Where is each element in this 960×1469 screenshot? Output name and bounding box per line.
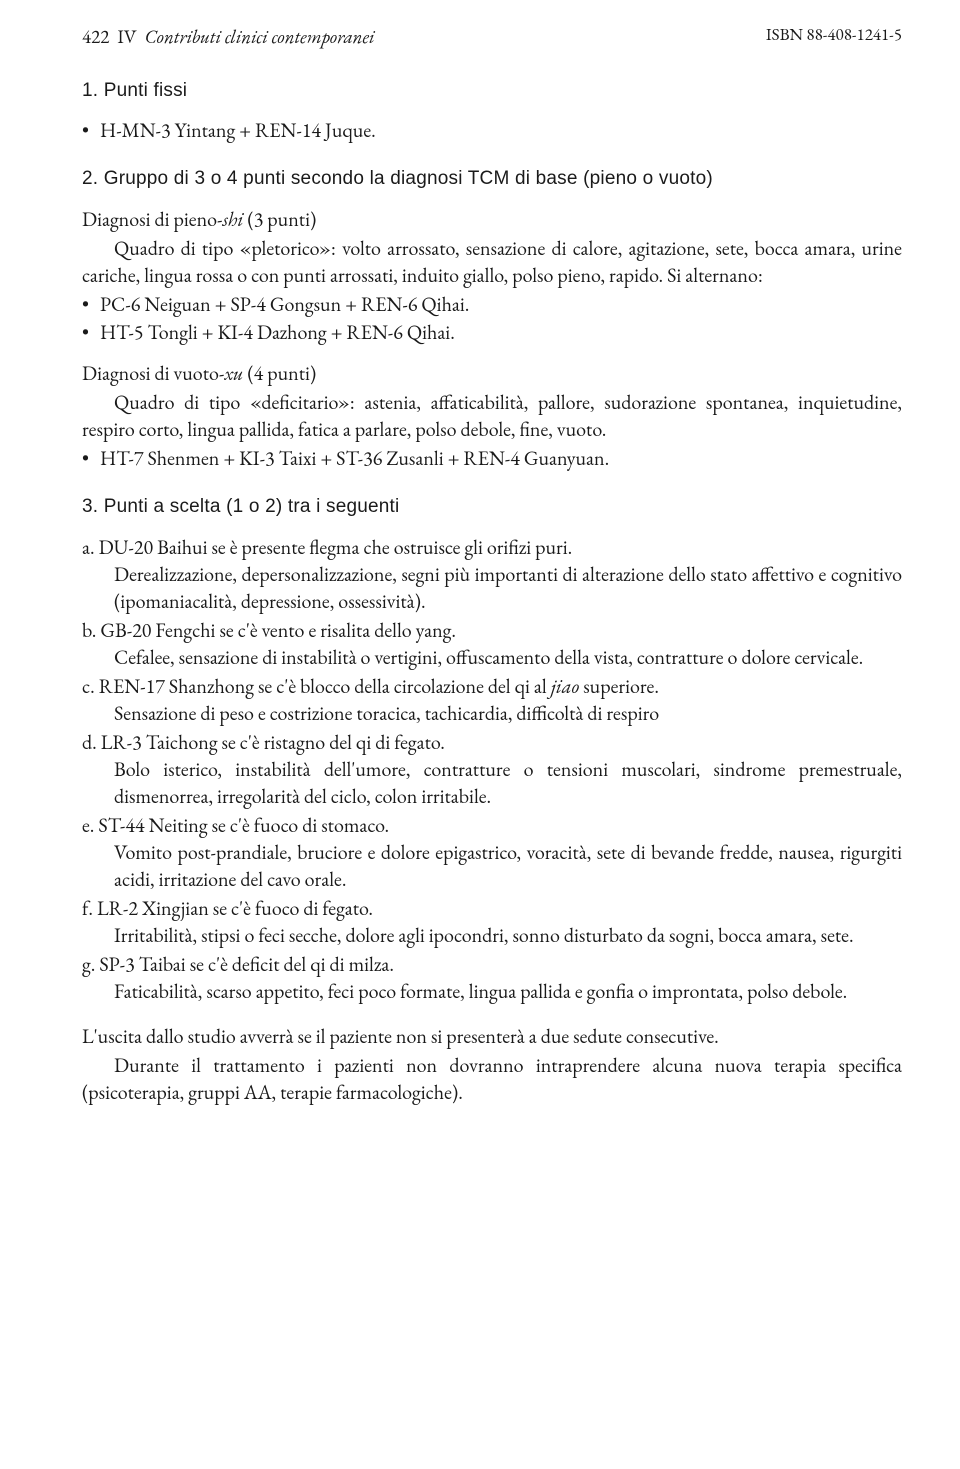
section-3-list: a. DU-20 Baihui se è presente flegma che…	[82, 534, 902, 1005]
item-g-title: SP-3 Taibai se c'è deficit del qi di mil…	[99, 951, 394, 977]
final-paragraphs: L'uscita dallo studio avverrà se il pazi…	[82, 1023, 902, 1106]
diagnosi-vuoto-title-pre: Diagnosi di vuoto-	[82, 360, 224, 386]
diagnosi-vuoto-title-post: (4 punti)	[243, 360, 316, 386]
item-d-detail: Bolo isterico, instabilità dell'umore, c…	[82, 756, 902, 810]
diagnosi-vuoto-bullet-1: HT-7 Shenmen + KI-3 Taixi + ST-36 Zusanl…	[82, 445, 902, 472]
diagnosi-vuoto-title-italic: xu	[224, 360, 243, 386]
isbn: ISBN 88-408-1241-5	[766, 24, 902, 50]
page: 422 IV Contributi clinici contemporanei …	[0, 0, 960, 1469]
final-p2: Durante il trattamento i pazienti non do…	[82, 1052, 902, 1106]
final-p1: L'uscita dallo studio avverrà se il pazi…	[82, 1023, 902, 1050]
item-c-title-pre: REN-17 Shanzhong se c'è blocco della cir…	[99, 673, 551, 699]
item-a-detail: Derealizzazione, depersonalizzazione, se…	[82, 561, 902, 615]
diagnosi-pieno: Diagnosi di pieno-shi (3 punti) Quadro d…	[82, 206, 902, 346]
section-1-bullets: H-MN-3 Yintang + REN-14 Juque.	[82, 117, 902, 144]
item-f: f. LR-2 Xingjian se c'è fuoco di fegato.…	[82, 895, 902, 949]
diagnosi-pieno-bullet-2: HT-5 Tongli + KI-4 Dazhong + REN-6 Qihai…	[82, 319, 902, 346]
section-1-heading: 1. Punti fissi	[82, 78, 902, 104]
item-c: c. REN-17 Shanzhong se c'è blocco della …	[82, 673, 902, 727]
item-b-title: GB-20 Fengchi se c'è vento e risalita de…	[100, 617, 456, 643]
section-3-heading: 3. Punti a scelta (1 o 2) tra i seguenti	[82, 494, 902, 520]
item-f-label: f.	[82, 895, 93, 921]
item-e-detail: Vomito post-prandiale, bruciore e dolore…	[82, 839, 902, 893]
diagnosi-pieno-title-pre: Diagnosi di pieno-	[82, 206, 223, 232]
item-b-detail: Cefalee, sensazione di instabilità o ver…	[82, 644, 902, 671]
diagnosi-pieno-title-italic: shi	[223, 206, 244, 232]
item-d-title: LR-3 Taichong se c'è ristagno del qi di …	[101, 729, 445, 755]
item-c-label: c.	[82, 673, 95, 699]
item-e-label: e.	[82, 812, 94, 838]
item-f-detail: Irritabilità, stipsi o feci secche, dolo…	[82, 922, 902, 949]
item-d-label: d.	[82, 729, 97, 755]
item-g: g. SP-3 Taibai se c'è deficit del qi di …	[82, 951, 902, 1005]
item-c-title-post: superiore.	[579, 673, 659, 699]
diagnosi-pieno-title: Diagnosi di pieno-shi (3 punti)	[82, 206, 902, 233]
item-a: a. DU-20 Baihui se è presente flegma che…	[82, 534, 902, 615]
diagnosi-vuoto-bullets: HT-7 Shenmen + KI-3 Taixi + ST-36 Zusanl…	[82, 445, 902, 472]
diagnosi-pieno-bullet-1: PC-6 Neiguan + SP-4 Gongsun + REN-6 Qiha…	[82, 291, 902, 318]
item-b-label: b.	[82, 617, 96, 643]
item-g-detail: Faticabilità, scarso appetito, feci poco…	[82, 978, 902, 1005]
running-head: 422 IV Contributi clinici contemporanei …	[82, 24, 902, 50]
diagnosi-vuoto: Diagnosi di vuoto-xu (4 punti) Quadro di…	[82, 360, 902, 472]
item-e-title: ST-44 Neiting se c'è fuoco di stomaco.	[98, 812, 389, 838]
running-head-left: 422 IV Contributi clinici contemporanei	[82, 24, 375, 50]
diagnosi-pieno-title-post: (3 punti)	[243, 206, 316, 232]
item-d: d. LR-3 Taichong se c'è ristagno del qi …	[82, 729, 902, 810]
diagnosi-vuoto-para: Quadro di tipo «deficitario»: astenia, a…	[82, 389, 902, 443]
item-g-label: g.	[82, 951, 95, 977]
part-number: IV	[117, 24, 136, 50]
diagnosi-pieno-para: Quadro di tipo «pletorico»: volto arross…	[82, 235, 902, 289]
page-number: 422	[82, 24, 109, 50]
item-c-title-italic: jiao	[551, 673, 579, 699]
item-f-title: LR-2 Xingjian se c'è fuoco di fegato.	[97, 895, 373, 921]
item-c-detail: Sensazione di peso e costrizione toracic…	[82, 700, 902, 727]
section-2-heading: 2. Gruppo di 3 o 4 punti secondo la diag…	[82, 166, 902, 192]
part-title: Contributi clinici contemporanei	[145, 24, 375, 50]
item-e: e. ST-44 Neiting se c'è fuoco di stomaco…	[82, 812, 902, 893]
item-a-label: a.	[82, 534, 95, 560]
item-a-title: DU-20 Baihui se è presente flegma che os…	[99, 534, 573, 560]
item-b: b. GB-20 Fengchi se c'è vento e risalita…	[82, 617, 902, 671]
diagnosi-pieno-bullets: PC-6 Neiguan + SP-4 Gongsun + REN-6 Qiha…	[82, 291, 902, 346]
diagnosi-vuoto-title: Diagnosi di vuoto-xu (4 punti)	[82, 360, 902, 387]
section-1-bullet-1: H-MN-3 Yintang + REN-14 Juque.	[82, 117, 902, 144]
